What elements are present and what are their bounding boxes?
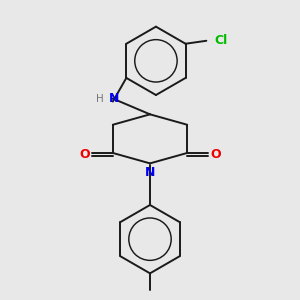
- Text: Cl: Cl: [214, 34, 228, 47]
- Text: O: O: [210, 148, 221, 161]
- Text: O: O: [79, 148, 90, 161]
- Text: H: H: [96, 94, 104, 103]
- Text: N: N: [145, 166, 155, 179]
- Text: N: N: [109, 92, 119, 105]
